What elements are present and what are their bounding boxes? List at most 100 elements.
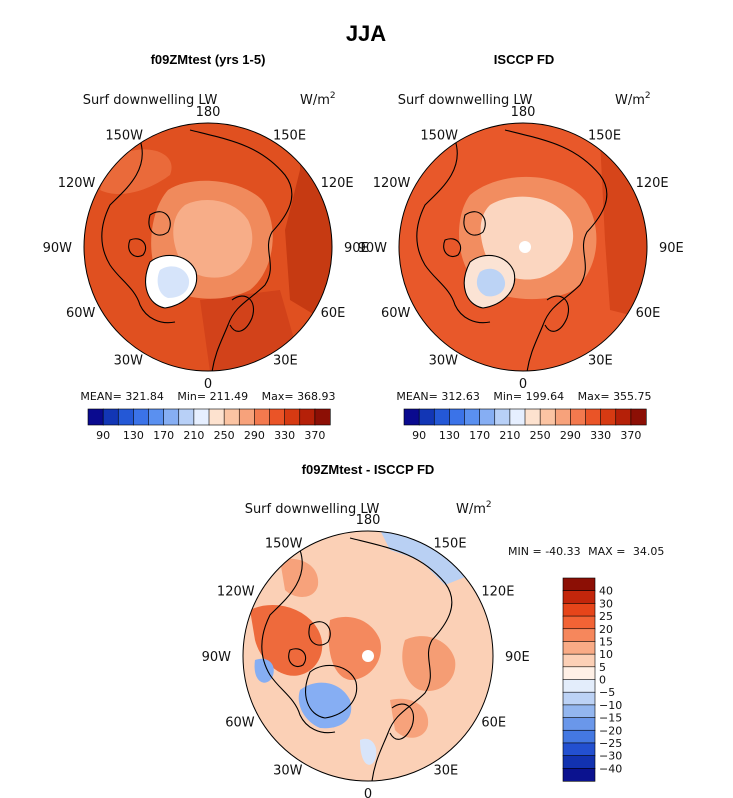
panel-2-colorbar-cell [509,408,526,426]
panel-3-lon-label: 150E [434,537,467,552]
panel-3-colorbar-tick: 5 [599,661,606,674]
panel-1-lon-labels: 180 150E 120E 90E 60E 30E 0 30W 60W 90W 120W 150W [43,105,369,392]
panel-2-colorbar-cell [570,408,587,426]
panel-3-map: 180 150E 120E 90E 60E 30E 0 30W 60W 90W 120W 150W [202,513,530,798]
panel-3-colorbar-tick: −15 [599,712,622,725]
panel-3-colorbar-cell [562,729,596,744]
panel-3-field-pos-center [328,616,381,680]
panel-3-colorbar-tick: 30 [599,597,613,610]
panel-1-map-border [83,122,333,372]
panel-3-coast-arctic-archipelago [288,621,331,668]
panel-1-colorbar-cell [284,408,301,426]
panel-3-units-exp: 2 [486,500,492,510]
panel-2-coast-arctic-archipelago [443,211,486,258]
panel-3-colorbar-cell [562,577,596,592]
panel-1-coast-arctic-archipelago [128,211,171,258]
panel-3-field-neg-south [360,738,377,765]
panel-1-lon-label: 0 [204,377,212,392]
panel-2: ISCCP FD Surf downwelling LW W/m2 [358,52,684,442]
panel-1-map: 180 150E 120E 90E 60E 30E 0 30W 60W 90W 120W 150W [43,105,369,392]
panel-3-lon-label: 120W [217,585,255,600]
panel-1-lon-label: 180 [196,105,221,120]
panel-1-colorbar-cell [133,408,150,426]
panel-3-map-border [242,530,494,782]
panel-3-title: f09ZMtest - ISCCP FD [302,462,435,477]
panel-2-variable: Surf downwelling LW [398,93,533,108]
panel-2-colorbar-tick: 90 [412,429,426,442]
panel-2-colorbar-tick: 250 [530,429,551,442]
panel-3-pole-missing [362,650,374,662]
panel-2-colorbar-cell [479,408,496,426]
panel-1-coast-eurasia [189,129,293,371]
panel-2-colorbar-tick: 290 [560,429,581,442]
panel-2-colorbar-cell [600,408,617,426]
panel-3-colorbar-cell [562,603,596,617]
panel-3-colorbar-tick: 15 [599,635,613,648]
panel-2-colorbar-cell [539,408,556,426]
panel-1-coast-greenland [145,254,198,309]
panel-1-colorbar-cell [223,408,240,426]
panel-2-lon-label: 120W [373,176,411,191]
panel-2-colorbar-cell [615,408,632,426]
panel-1-colorbar-cell [269,408,286,426]
panel-2-colorbar-cell [449,408,466,426]
panel-1-colorbar-tick: 130 [123,429,144,442]
panel-1-mean-label: MEAN= [80,390,121,403]
panel-3-units-base: W/m [456,502,486,517]
panel-3-min-label: MIN = [508,545,542,558]
panel-1-lon-label: 60E [321,306,346,321]
panel-3-coast-eurasia [349,537,453,781]
panel-2-lon-label: 30E [588,354,613,369]
panel-2-lon-label: 120E [636,176,669,191]
panel-1-colorbar-cell [314,408,331,426]
panel-3-colorbar-cell [562,704,596,719]
panel-2-stats: MEAN= 312.63 Min= 199.64 Max= 355.75 [396,390,651,403]
panel-1-colorbar: 90 130 170 210 250 290 330 370 [87,408,331,442]
panel-3-colorbar-cell [562,641,596,655]
panel-3-colorbar-cell [562,742,596,757]
panel-2-lon-label: 150W [420,128,458,143]
panel-2-colorbar-tick: 330 [590,429,611,442]
panel-3-colorbar-tick: 10 [599,648,613,661]
panel-2-colorbar-cell [554,408,571,426]
panel-2-pole-missing [519,241,531,253]
panel-1-colorbar-cell [148,408,165,426]
panel-1-colorbar-cell [117,408,134,426]
panel-2-min-label: Min= [493,390,522,403]
panel-2-coast-america [416,139,491,324]
panel-1-lon-label: 120E [321,176,354,191]
panel-3-field-neg-labrador [254,658,274,683]
panel-3-colorbar-tick: −5 [599,686,615,699]
panel-2-colorbar-cell [464,408,481,426]
panel-2-lon-label: 60E [636,306,661,321]
panel-2-colorbar-tick: 370 [620,429,641,442]
panel-3: f09ZMtest - ISCCP FD Surf downwelling LW… [202,462,665,798]
panel-2-lon-label: 0 [519,377,527,392]
panel-1-title: f09ZMtest (yrs 1-5) [151,52,266,67]
panel-3-lon-label: 150W [265,537,303,552]
panel-1-coastlines [101,129,293,371]
panel-3-lon-label: 30W [273,763,303,778]
panel-1-units-base: W/m [300,93,330,108]
panel-3-units: W/m2 [456,500,492,517]
panel-3-lon-label: 180 [356,513,381,528]
panel-1-field [100,130,332,371]
panel-1-lon-label: 30E [273,354,298,369]
panel-1-max-label: Max= [262,390,294,403]
panel-3-lon-label: 90E [505,650,530,665]
panel-1-lon-label: 30W [114,354,144,369]
panel-1-lon-label: 150E [273,128,306,143]
panel-3-colorbar-cell [562,691,596,706]
panel-3-lon-label: 0 [364,787,372,798]
panel-1-colorbar-cell [87,408,104,426]
panel-2-lon-label: 180 [511,105,536,120]
panel-2-colorbar-cell [494,408,511,426]
panel-2-max-label: Max= [578,390,610,403]
panel-2-max-value: 355.75 [613,390,652,403]
panel-2-colorbar-cell [418,408,435,426]
panel-3-colorbar-tick: 25 [599,610,613,623]
panel-3-colorbar-tick: −10 [599,699,622,712]
panel-1-colorbar-tick: 170 [153,429,174,442]
panel-2-lon-label: 60W [381,306,411,321]
panel-3-max-value: 34.05 [633,545,665,558]
